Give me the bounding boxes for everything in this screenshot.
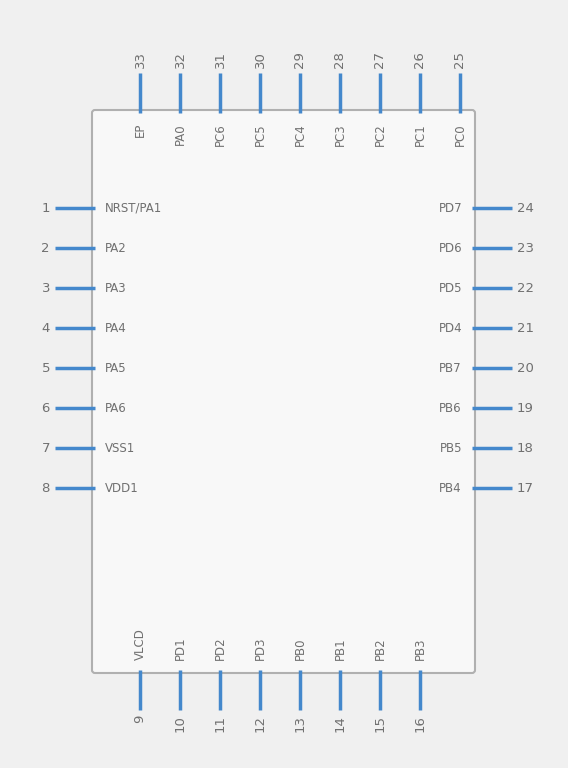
Text: 16: 16 [414,715,427,732]
FancyBboxPatch shape [92,110,475,673]
Text: PC1: PC1 [414,123,427,146]
Text: PD7: PD7 [438,201,462,214]
Text: 12: 12 [253,715,266,732]
Text: PC5: PC5 [253,123,266,146]
Text: 23: 23 [517,241,534,254]
Text: PB1: PB1 [333,637,346,660]
Text: 11: 11 [214,715,227,732]
Text: VLCD: VLCD [133,628,147,660]
Text: PC4: PC4 [294,123,307,146]
Text: 17: 17 [517,482,534,495]
Text: PB7: PB7 [440,362,462,375]
Text: 21: 21 [517,322,534,335]
Text: 3: 3 [41,282,50,294]
Text: 5: 5 [41,362,50,375]
Text: PB3: PB3 [414,637,427,660]
Text: 18: 18 [517,442,534,455]
Text: 24: 24 [517,201,534,214]
Text: PD3: PD3 [253,637,266,660]
Text: 28: 28 [333,51,346,68]
Text: 31: 31 [214,51,227,68]
Text: PD6: PD6 [438,241,462,254]
Text: 25: 25 [453,51,466,68]
Text: EP: EP [133,123,147,137]
Text: 6: 6 [41,402,50,415]
Text: 7: 7 [41,442,50,455]
Text: PB5: PB5 [440,442,462,455]
Text: 2: 2 [41,241,50,254]
Text: 26: 26 [414,51,427,68]
Text: 8: 8 [41,482,50,495]
Text: 1: 1 [41,201,50,214]
Text: 15: 15 [374,715,386,732]
Text: PC3: PC3 [333,123,346,146]
Text: PC0: PC0 [453,123,466,146]
Text: PA4: PA4 [105,322,127,335]
Text: PB4: PB4 [440,482,462,495]
Text: PB2: PB2 [374,637,386,660]
Text: 4: 4 [41,322,50,335]
Text: 32: 32 [173,51,186,68]
Text: 27: 27 [374,51,386,68]
Text: PA3: PA3 [105,282,127,294]
Text: 14: 14 [333,715,346,732]
Text: PB0: PB0 [294,637,307,660]
Text: PA2: PA2 [105,241,127,254]
Text: 10: 10 [173,715,186,732]
Text: PA0: PA0 [173,123,186,144]
Text: PC2: PC2 [374,123,386,146]
Text: 13: 13 [294,715,307,732]
Text: VDD1: VDD1 [105,482,139,495]
Text: PA5: PA5 [105,362,127,375]
Text: PD5: PD5 [438,282,462,294]
Text: NRST/PA1: NRST/PA1 [105,201,162,214]
Text: PA6: PA6 [105,402,127,415]
Text: PD4: PD4 [438,322,462,335]
Text: 9: 9 [133,715,147,723]
Text: 22: 22 [517,282,534,294]
Text: PD2: PD2 [214,637,227,660]
Text: PC6: PC6 [214,123,227,146]
Text: 19: 19 [517,402,534,415]
Text: VSS1: VSS1 [105,442,135,455]
Text: 30: 30 [253,51,266,68]
Text: PB6: PB6 [440,402,462,415]
Text: PD1: PD1 [173,637,186,660]
Text: 33: 33 [133,51,147,68]
Text: 29: 29 [294,51,307,68]
Text: 20: 20 [517,362,534,375]
